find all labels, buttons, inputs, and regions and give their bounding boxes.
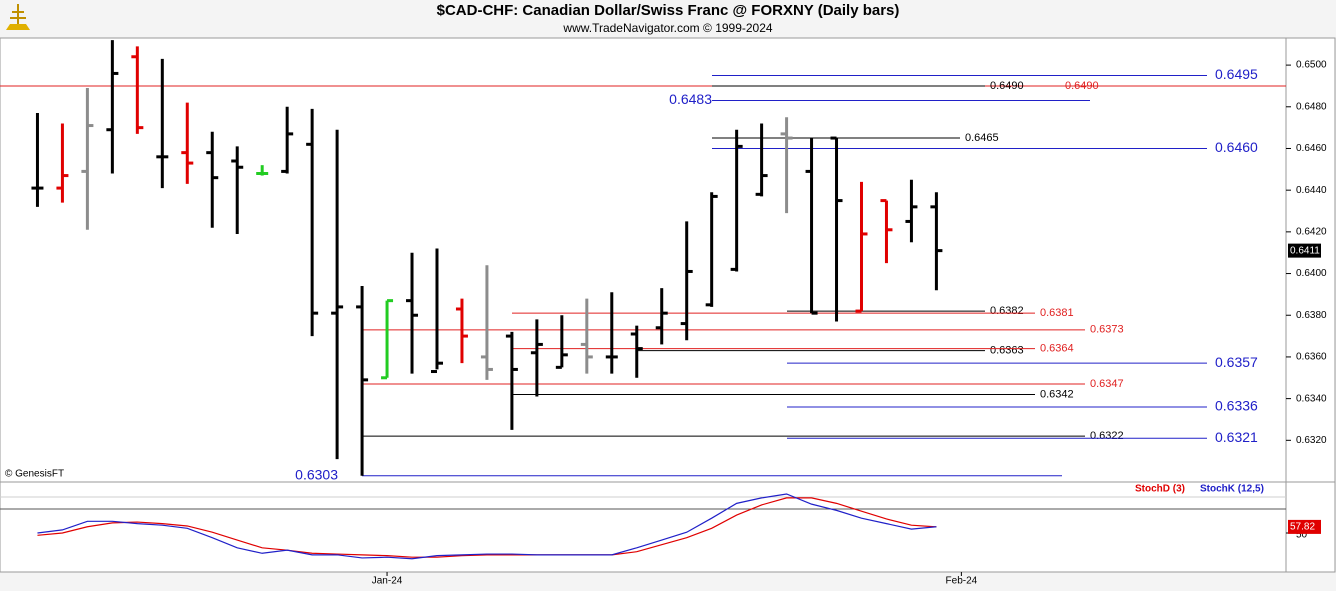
price-panel — [0, 37, 1287, 483]
y-tick-label: 0.6400 — [1296, 268, 1327, 279]
level-label: 0.6347 — [1090, 378, 1124, 390]
level-label: 0.6373 — [1090, 324, 1124, 336]
y-tick-label: 0.6320 — [1296, 435, 1327, 446]
y-tick-label: 0.6340 — [1296, 393, 1327, 404]
y-tick-label: 0.6380 — [1296, 310, 1327, 321]
level-label: 0.6490 — [990, 80, 1024, 92]
y-tick-label: 0.6440 — [1296, 185, 1327, 196]
level-label: 0.6381 — [1040, 307, 1074, 319]
level-label: 0.6336 — [1215, 398, 1258, 414]
level-label: 0.6364 — [1040, 342, 1074, 354]
stoch-line — [37, 497, 937, 558]
price-axis — [1285, 37, 1336, 483]
y-tick-label: 50 — [1296, 530, 1308, 541]
level-label: 0.6465 — [965, 132, 999, 144]
watermark: © GenesisFT — [5, 469, 64, 480]
level-label: 0.6483 — [669, 91, 712, 107]
y-tick-label: 0.6420 — [1296, 226, 1327, 237]
logo — [6, 4, 30, 30]
last-price-label: 0.6411 — [1290, 245, 1320, 256]
y-tick-label: 0.6460 — [1296, 143, 1327, 154]
stoch-line — [37, 493, 937, 560]
level-label: 0.6490 — [1065, 80, 1099, 92]
level-label: 0.6322 — [1090, 430, 1124, 442]
y-tick-label: 0.6500 — [1296, 60, 1327, 71]
level-label: 0.6363 — [990, 345, 1024, 357]
legend-entry: StochD (3) — [1135, 484, 1185, 495]
x-tick-label: Jan-24 — [372, 576, 403, 587]
level-label: 0.6357 — [1215, 354, 1258, 370]
y-tick-label: 0.6480 — [1296, 101, 1327, 112]
last-price-box — [1288, 243, 1321, 258]
level-label: 0.6495 — [1215, 66, 1258, 82]
legend-entry: StochK (12,5) — [1200, 484, 1264, 495]
level-label: 0.6460 — [1215, 139, 1258, 155]
last-value-box — [1288, 519, 1321, 534]
level-label: 0.6321 — [1215, 429, 1258, 445]
chart-title: $CAD-CHF: Canadian Dollar/Swiss Franc @ … — [437, 2, 900, 19]
y-tick-label: 0.6360 — [1296, 352, 1327, 363]
x-tick-label: Feb-24 — [946, 576, 978, 587]
level-label: 0.6342 — [1040, 388, 1074, 400]
level-label: 0.6303 — [295, 466, 338, 482]
last-value-label: 57.82 — [1290, 522, 1315, 533]
level-label: 0.6382 — [990, 305, 1024, 317]
chart-subtitle: www.TradeNavigator.com © 1999-2024 — [562, 21, 772, 35]
